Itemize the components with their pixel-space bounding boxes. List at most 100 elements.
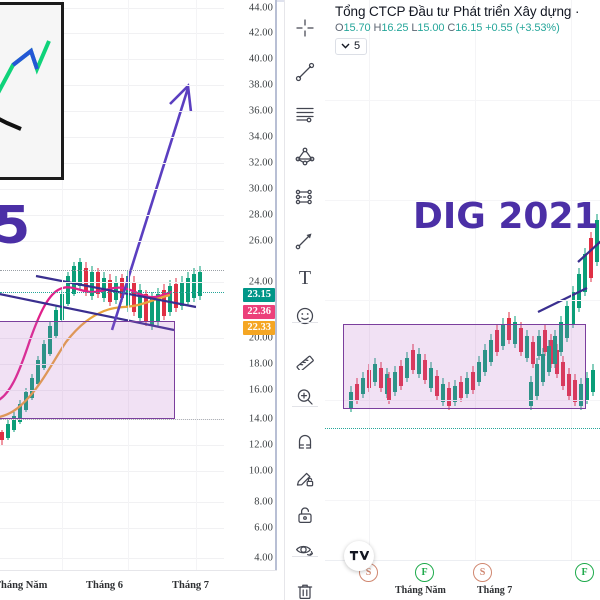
gridline — [0, 338, 224, 339]
left-axis-tick: 30.00 — [248, 183, 273, 195]
signal-marker-buy[interactable]: F — [575, 563, 594, 582]
pane-divider[interactable] — [275, 0, 277, 600]
gridline — [325, 500, 600, 501]
zoom-in-icon[interactable] — [289, 381, 321, 413]
crosshair-icon[interactable] — [289, 12, 321, 44]
gridline — [0, 111, 224, 112]
left-axis-tick: 18.00 — [248, 358, 273, 370]
gridline — [369, 0, 370, 560]
chevron-down-icon — [341, 43, 350, 49]
text-icon[interactable]: T — [289, 262, 321, 294]
left-axis-month-tick: Tháng 6 — [86, 580, 124, 591]
left-axis-tick: 36.00 — [248, 105, 273, 117]
left-axis-tick: 28.00 — [248, 209, 273, 221]
close-dotted-line — [0, 292, 224, 293]
ohlc-values: O15.70 H16.25 L15.00 C16.15 +0.55 (+3.53… — [335, 22, 600, 34]
inset-zigzag-chart — [0, 40, 51, 131]
tradingview-logo[interactable] — [344, 541, 374, 571]
pencil-lock-icon[interactable] — [289, 463, 321, 495]
open-value: 15.70 — [343, 22, 371, 34]
close-label: C — [447, 22, 456, 34]
signal-marker-sell[interactable]: S — [473, 563, 492, 582]
gridline — [0, 471, 224, 472]
left-time-axis[interactable]: Tháng Năm Tháng 6 Tháng 7 — [0, 570, 277, 600]
gridline — [325, 400, 600, 401]
gridline — [0, 390, 224, 391]
horizontal-lines-icon[interactable] — [289, 98, 321, 130]
left-axis-tick: 12.00 — [248, 439, 273, 451]
ma-orange-tag[interactable]: 22.33 — [243, 321, 275, 335]
eye-hide-icon[interactable] — [289, 535, 321, 567]
gridline — [325, 100, 600, 101]
left-price-axis[interactable]: 44.00 42.00 40.00 38.00 36.00 34.00 32.00 30.00… — [224, 0, 277, 600]
left-axis-tick: 44.00 — [248, 2, 273, 14]
close-price-tag[interactable]: 23.15 — [243, 288, 275, 302]
text-icon-glyph: T — [298, 266, 312, 289]
lock-icon[interactable] — [289, 499, 321, 531]
gridline — [0, 59, 224, 60]
gridline — [0, 163, 224, 164]
right-chart-watermark: DIG 2021 — [413, 196, 599, 237]
gridline — [0, 502, 224, 503]
right-chart-pane[interactable]: Tổng CTCP Đầu tư Phát triển Xây dựng · O… — [325, 0, 600, 600]
inset-thumbnail — [0, 2, 64, 180]
indicator-count-chip[interactable]: 5 — [335, 38, 368, 55]
gridline — [0, 85, 224, 86]
right-axis-month-tick: Tháng 7 — [477, 585, 513, 596]
gridline — [0, 137, 224, 138]
arrow-icon[interactable] — [289, 224, 321, 256]
ruler-icon[interactable] — [289, 343, 321, 375]
open-label: O — [335, 22, 344, 34]
left-axis-tick: 8.00 — [254, 496, 273, 508]
left-axis-tick: 6.00 — [254, 522, 273, 534]
right-chart-legend: Tổng CTCP Đầu tư Phát triển Xây dựng · O… — [335, 4, 600, 55]
trend-line-icon[interactable] — [289, 56, 321, 88]
left-axis-month-tick: Tháng Năm — [0, 580, 48, 591]
gridline — [571, 0, 572, 560]
gridline — [0, 282, 224, 283]
close-value: 16.15 — [455, 22, 483, 34]
toolbar-separator — [292, 556, 318, 557]
left-accumulation-zone[interactable] — [0, 321, 175, 419]
trash-icon[interactable] — [289, 575, 321, 600]
right-chart-drawings — [349, 214, 600, 412]
left-axis-tick: 14.00 — [248, 413, 273, 425]
emoji-icon[interactable] — [289, 300, 321, 332]
gridline — [0, 189, 224, 190]
gridline — [475, 0, 476, 560]
left-axis-tick: 26.00 — [248, 235, 273, 247]
gridline — [0, 445, 224, 446]
pitchfork-icon[interactable] — [289, 140, 321, 172]
high-value: 16.25 — [381, 22, 409, 34]
toolbar-separator — [292, 322, 318, 323]
long-short-position-icon[interactable] — [289, 182, 321, 214]
symbol-title[interactable]: Tổng CTCP Đầu tư Phát triển Xây dựng · — [335, 4, 580, 19]
left-chart-pane[interactable]: 5 44.00 42.00 40.00 38.00 36.00 34.00 32.00 30.… — [0, 0, 277, 600]
left-axis-tick: 38.00 — [248, 79, 273, 91]
gridline — [196, 0, 197, 570]
gridline — [0, 215, 224, 216]
gridline — [0, 8, 224, 9]
gridline — [0, 33, 224, 34]
left-axis-tick: 20.00 — [248, 332, 273, 344]
right-axis-month-tick: Tháng Năm — [395, 585, 446, 596]
magnet-icon[interactable] — [289, 426, 321, 458]
left-axis-tick: 42.00 — [248, 27, 273, 39]
left-axis-tick: 34.00 — [248, 131, 273, 143]
left-axis-tick: 10.00 — [248, 465, 273, 477]
gridline — [62, 0, 63, 570]
left-axis-tick: 32.00 — [248, 157, 273, 169]
gridline — [0, 528, 224, 529]
gridline — [0, 364, 224, 365]
right-range-zone[interactable] — [343, 324, 586, 409]
signal-marker-buy[interactable]: F — [415, 563, 434, 582]
left-axis-tick: 40.00 — [248, 53, 273, 65]
toolbar-separator — [292, 406, 318, 407]
left-axis-tick: 16.00 — [248, 384, 273, 396]
ma-pink-tag[interactable]: 22.36 — [243, 305, 275, 319]
change-value: +0.55 — [485, 22, 513, 34]
gridline — [0, 558, 224, 559]
drawing-toolbar[interactable]: T — [284, 0, 326, 600]
right-chart-plot[interactable] — [325, 0, 600, 560]
